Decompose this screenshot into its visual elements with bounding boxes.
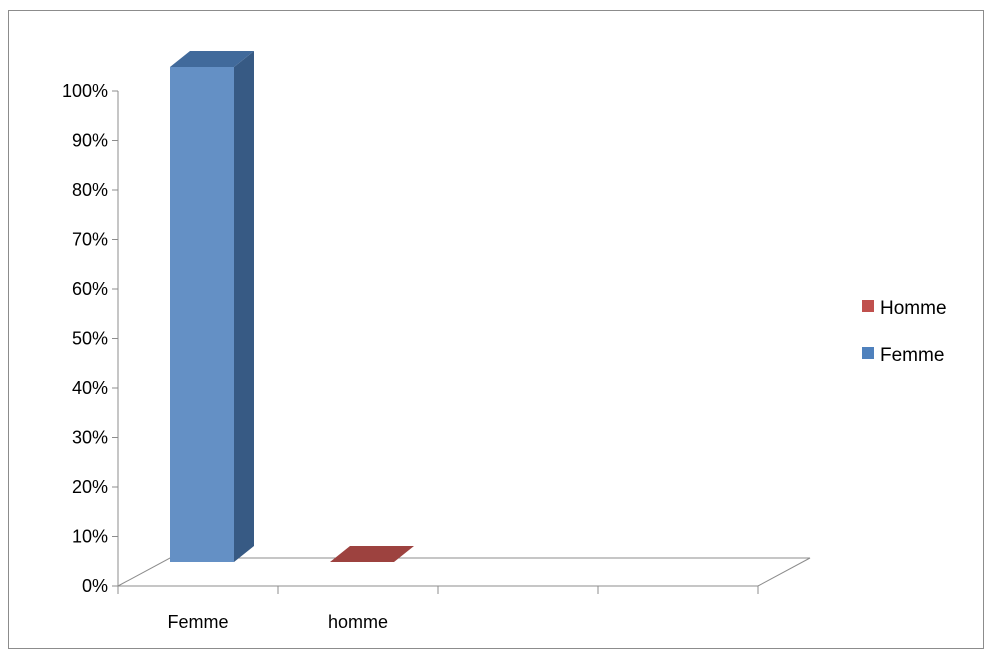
y-tick-label: 30% xyxy=(72,428,108,448)
y-tick-label: 40% xyxy=(72,378,108,398)
bar-top xyxy=(330,546,414,562)
x-axis-ticks: Femme homme xyxy=(117,586,759,632)
legend-item-homme: Homme xyxy=(862,298,947,319)
y-tick-label: 70% xyxy=(72,230,108,250)
legend-swatch xyxy=(862,347,874,359)
y-tick-label: 90% xyxy=(72,131,108,151)
x-tick-label: Femme xyxy=(167,612,228,632)
y-axis-ticks: 0% 10% 20% 30% 40% 50% 60% 70% 80% 90% 100% xyxy=(62,81,118,596)
chart-floor xyxy=(117,557,811,587)
bar-front xyxy=(170,67,234,562)
y-tick-label: 60% xyxy=(72,279,108,299)
y-tick-label: 80% xyxy=(72,180,108,200)
y-tick-label: 10% xyxy=(72,527,108,547)
bar-side xyxy=(234,51,254,562)
y-tick-label: 50% xyxy=(72,329,108,349)
y-tick-label: 0% xyxy=(82,576,108,596)
chart-border xyxy=(8,10,984,649)
y-tick-label: 20% xyxy=(72,477,108,497)
x-tick-label: homme xyxy=(328,612,388,632)
legend-label: Femme xyxy=(880,345,944,366)
bar-top xyxy=(170,51,254,67)
bars xyxy=(170,51,414,562)
y-tick-label: 100% xyxy=(62,81,108,101)
legend-label: Homme xyxy=(880,298,947,319)
legend-swatch xyxy=(862,300,874,312)
bar-femme xyxy=(170,51,254,562)
bar-homme xyxy=(330,546,414,562)
legend-item-femme: Femme xyxy=(862,345,944,366)
legend: Homme Femme xyxy=(862,298,947,366)
